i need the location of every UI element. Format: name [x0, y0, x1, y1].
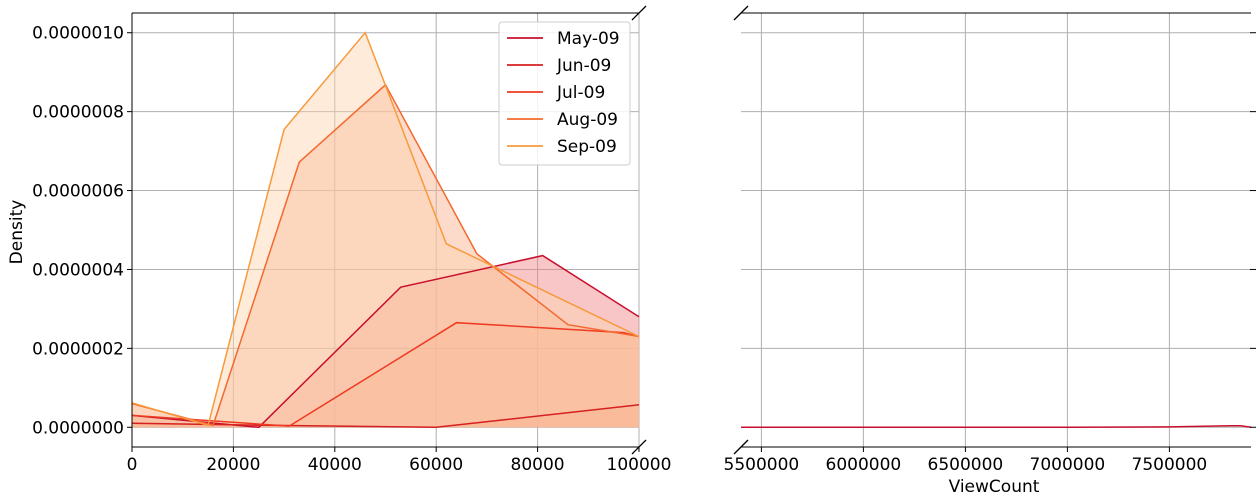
y-tick-label-2: 0.0000004: [32, 260, 124, 280]
area-May-09: [132, 255, 639, 428]
right-density-line: [741, 424, 1252, 429]
line-May-09: [131, 254, 640, 429]
legend-label-May-09: May-09: [557, 29, 620, 49]
right-x-tick-label-4: 7500000: [1132, 455, 1208, 475]
legend: May-09 Jun-09 Jul-09 Aug-09 Sep-09: [498, 21, 631, 166]
legend-label-Aug-09: Aug-09: [557, 110, 618, 130]
break-mark-1: [631, 439, 647, 455]
legend-label-Sep-09: Sep-09: [557, 137, 617, 157]
left-x-tick-label-5: 100000: [607, 455, 672, 475]
left-x-tick-label-0: 0: [127, 455, 138, 475]
y-tick-label-1: 0.0000002: [32, 339, 124, 359]
area-Jul-09: [132, 322, 639, 428]
left-x-tick-label-2: 40000: [308, 455, 362, 475]
line-Jun-09: [131, 404, 640, 429]
right-axes: [741, 12, 1251, 448]
y-tick-label-0: 0.0000000: [32, 418, 124, 438]
left-y-ticks: 0.0000000 0.0000002 0.0000004 0.0000006 0.00…: [32, 24, 132, 438]
y-tick-label-5: 0.0000010: [32, 24, 124, 44]
axis-break-marks: [631, 5, 749, 455]
left-grid: [131, 13, 640, 447]
y-tick-label-3: 0.0000006: [32, 182, 124, 202]
left-x-tick-label-3: 60000: [409, 455, 463, 475]
right-x-tick-label-2: 6500000: [928, 455, 1004, 475]
right-grid: [741, 13, 1251, 447]
area-Sep-09: [132, 32, 639, 428]
x-axis-label: ViewCount: [949, 477, 1040, 497]
area-Aug-09: [132, 84, 639, 428]
break-mark-2: [733, 5, 749, 21]
left-density-areas: [132, 32, 639, 428]
right-x-tick-label-1: 6000000: [826, 455, 902, 475]
right-x-tick-label-0: 5500000: [724, 455, 800, 475]
legend-box: [498, 21, 631, 166]
left-panel: 0 20000 40000 60000 80000 100000 0.00000000.0…: [32, 12, 672, 475]
right-x-tick-label-3: 7000000: [1030, 455, 1106, 475]
y-axis-label: Density: [7, 200, 27, 265]
line-Jul-09: [131, 321, 640, 427]
left-x-tick-label-4: 80000: [511, 455, 565, 475]
left-density-lines: [131, 31, 640, 429]
left-axes: [131, 12, 639, 448]
right-y-ticks: [1250, 32, 1256, 428]
break-mark-0: [631, 5, 647, 21]
right-density-lines: [741, 424, 1252, 429]
area-Jun-09: [132, 404, 639, 428]
break-mark-3: [733, 439, 749, 455]
legend-label-Jul-09: Jul-09: [556, 83, 605, 103]
line-Sep-09: [131, 31, 640, 427]
right-x-ticks: 5500000 6000000 6500000 7000000 7500000: [724, 447, 1208, 475]
y-tick-label-4: 0.0000008: [32, 103, 124, 123]
left-x-tick-label-1: 20000: [206, 455, 260, 475]
left-x-ticks: 0 20000 40000 60000 80000 100000: [127, 447, 672, 475]
legend-label-Jun-09: Jun-09: [556, 56, 611, 76]
right-panel: 5500000 6000000 6500000 7000000 7500000: [724, 12, 1256, 475]
